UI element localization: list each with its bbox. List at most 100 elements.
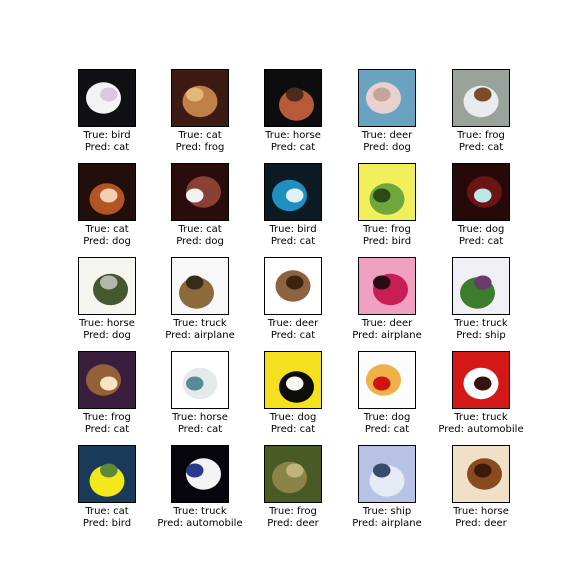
- true-label: True: horse: [265, 130, 321, 141]
- grid-cell: True: ship Pred: airplane: [332, 445, 442, 529]
- grid-cell: True: horse Pred: cat: [145, 351, 255, 435]
- grid-cell: True: frog Pred: cat: [426, 69, 536, 153]
- true-label: True: truck: [454, 412, 508, 423]
- grid-cell: True: cat Pred: bird: [52, 445, 162, 529]
- true-label: True: deer: [267, 318, 319, 329]
- grid-cell: True: cat Pred: dog: [52, 163, 162, 247]
- pred-label: Pred: cat: [270, 424, 316, 435]
- pred-label: Pred: deer: [267, 518, 319, 529]
- frog-photo: [264, 445, 322, 503]
- pred-label: Pred: cat: [458, 236, 504, 247]
- true-label: True: frog: [83, 412, 131, 423]
- pred-label: Pred: cat: [270, 330, 316, 341]
- cat-photo: [171, 163, 229, 221]
- grid-cell: True: horse Pred: deer: [426, 445, 536, 529]
- grid-cell: True: frog Pred: deer: [238, 445, 348, 529]
- grid-cell: True: deer Pred: dog: [332, 69, 442, 153]
- horse-photo: [171, 351, 229, 409]
- truck-photo: [171, 257, 229, 315]
- grid-cell: True: frog Pred: bird: [332, 163, 442, 247]
- grid-cell: True: frog Pred: cat: [52, 351, 162, 435]
- grid-cell: True: truck Pred: automobile: [145, 445, 255, 529]
- cat-photo: [171, 69, 229, 127]
- pred-label: Pred: cat: [364, 424, 410, 435]
- true-label: True: horse: [453, 506, 509, 517]
- true-label: True: cat: [85, 506, 129, 517]
- pred-label: Pred: automobile: [157, 518, 243, 529]
- frog-photo: [358, 163, 416, 221]
- grid-cell: True: cat Pred: frog: [145, 69, 255, 153]
- pred-label: Pred: dog: [83, 330, 131, 341]
- true-label: True: horse: [172, 412, 228, 423]
- pred-label: Pred: cat: [270, 236, 316, 247]
- horse-photo: [78, 257, 136, 315]
- true-label: True: bird: [83, 130, 131, 141]
- horse-photo: [452, 445, 510, 503]
- cat-photo: [78, 163, 136, 221]
- true-label: True: bird: [269, 224, 317, 235]
- deer-photo: [358, 257, 416, 315]
- true-label: True: deer: [361, 130, 413, 141]
- true-label: True: cat: [178, 130, 222, 141]
- true-label: True: dog: [457, 224, 505, 235]
- true-label: True: dog: [363, 412, 411, 423]
- pred-label: Pred: dog: [83, 236, 131, 247]
- pred-label: Pred: deer: [455, 518, 507, 529]
- truck-photo: [452, 257, 510, 315]
- grid-cell: True: cat Pred: dog: [145, 163, 255, 247]
- true-label: True: dog: [269, 412, 317, 423]
- pred-label: Pred: airplane: [352, 330, 422, 341]
- true-label: True: truck: [173, 506, 227, 517]
- bird-photo: [264, 163, 322, 221]
- pred-label: Pred: cat: [84, 142, 130, 153]
- pred-label: Pred: cat: [458, 142, 504, 153]
- dog-photo: [358, 351, 416, 409]
- pred-label: Pred: cat: [177, 424, 223, 435]
- true-label: True: frog: [457, 130, 505, 141]
- true-label: True: horse: [79, 318, 135, 329]
- pred-label: Pred: airplane: [165, 330, 235, 341]
- pred-label: Pred: dog: [176, 236, 224, 247]
- grid-cell: True: dog Pred: cat: [238, 351, 348, 435]
- grid-cell: True: dog Pred: cat: [426, 163, 536, 247]
- grid-cell: True: bird Pred: cat: [52, 69, 162, 153]
- pred-label: Pred: frog: [175, 142, 225, 153]
- pred-label: Pred: bird: [362, 236, 412, 247]
- pred-label: Pred: cat: [270, 142, 316, 153]
- pred-label: Pred: automobile: [438, 424, 524, 435]
- dog-photo: [452, 163, 510, 221]
- pred-label: Pred: ship: [456, 330, 506, 341]
- grid-cell: True: horse Pred: cat: [238, 69, 348, 153]
- truck-photo: [452, 351, 510, 409]
- bird-photo: [78, 69, 136, 127]
- true-label: True: cat: [178, 224, 222, 235]
- grid-cell: True: deer Pred: airplane: [332, 257, 442, 341]
- horse-photo: [264, 69, 322, 127]
- cat-photo: [78, 445, 136, 503]
- grid-cell: True: truck Pred: automobile: [426, 351, 536, 435]
- ship-photo: [358, 445, 416, 503]
- dog-photo: [264, 351, 322, 409]
- true-label: True: deer: [361, 318, 413, 329]
- true-label: True: ship: [362, 506, 412, 517]
- frog-photo: [452, 69, 510, 127]
- frog-photo: [78, 351, 136, 409]
- truck-photo: [171, 445, 229, 503]
- pred-label: Pred: airplane: [352, 518, 422, 529]
- true-label: True: truck: [454, 318, 508, 329]
- true-label: True: frog: [363, 224, 411, 235]
- true-label: True: truck: [173, 318, 227, 329]
- pred-label: Pred: dog: [363, 142, 411, 153]
- true-label: True: frog: [269, 506, 317, 517]
- deer-photo: [264, 257, 322, 315]
- pred-label: Pred: cat: [84, 424, 130, 435]
- grid-cell: True: truck Pred: ship: [426, 257, 536, 341]
- grid-cell: True: bird Pred: cat: [238, 163, 348, 247]
- grid-cell: True: horse Pred: dog: [52, 257, 162, 341]
- true-label: True: cat: [85, 224, 129, 235]
- grid-cell: True: dog Pred: cat: [332, 351, 442, 435]
- deer-photo: [358, 69, 416, 127]
- grid-cell: True: deer Pred: cat: [238, 257, 348, 341]
- grid-cell: True: truck Pred: airplane: [145, 257, 255, 341]
